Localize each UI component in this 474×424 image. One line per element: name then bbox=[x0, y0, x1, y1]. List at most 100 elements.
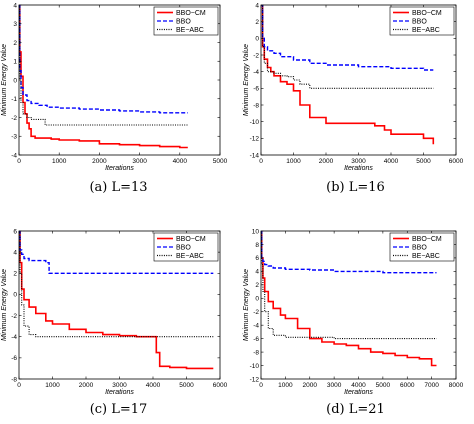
legend-entry: BBO−CM bbox=[176, 236, 206, 243]
y-tick-label: -6 bbox=[11, 355, 17, 362]
y-tick-label: 0 bbox=[13, 77, 17, 84]
x-axis-label: Iterations bbox=[344, 389, 373, 396]
caption-b: (b) L=16 bbox=[326, 180, 385, 195]
y-tick-label: -8 bbox=[253, 102, 259, 109]
caption-a: (a) L=13 bbox=[89, 180, 148, 195]
y-tick-label: 2 bbox=[13, 40, 17, 47]
legend-entry: BBO bbox=[412, 244, 427, 251]
y-tick-label: 3 bbox=[13, 21, 17, 28]
x-axis-label: Iterations bbox=[105, 389, 134, 396]
y-tick-label: -3 bbox=[11, 134, 17, 141]
y-tick-label: -8 bbox=[11, 376, 17, 383]
legend-entry: BBO−CM bbox=[412, 236, 442, 243]
x-tick-label: 1000 bbox=[52, 158, 67, 165]
legend-entry: BE−ABC bbox=[412, 253, 440, 260]
y-tick-label: 4 bbox=[255, 2, 259, 9]
y-tick-label: -1 bbox=[11, 96, 17, 103]
chart-panel-d: 0 1000 2000 3000 4000 5000 6000 7000 8000 -12 -10 -… bbox=[243, 228, 464, 396]
y-tick-label: -4 bbox=[11, 152, 17, 159]
legend-entry: BBO bbox=[176, 18, 191, 25]
x-tick-label: 0 bbox=[259, 158, 263, 165]
x-tick-label: 1000 bbox=[278, 382, 293, 389]
series-line-d-2 bbox=[261, 231, 437, 340]
x-tick-label: 7000 bbox=[424, 382, 439, 389]
x-tick-label: 1000 bbox=[45, 382, 60, 389]
x-axis-label: Iterations bbox=[105, 165, 134, 172]
x-tick-label: 6000 bbox=[213, 382, 228, 389]
x-tick-label: 4000 bbox=[384, 158, 399, 165]
chart-panel-b: 0 1000 2000 3000 4000 5000 6000 -14 -12 -10 -8 -6 -4… bbox=[243, 2, 464, 172]
y-tick-label: 6 bbox=[13, 228, 17, 235]
y-tick-label: 4 bbox=[255, 269, 259, 276]
series-line-b-2 bbox=[261, 5, 434, 89]
y-tick-label: -2 bbox=[253, 52, 259, 59]
y-tick-label: 4 bbox=[13, 2, 17, 9]
y-tick-label: 0 bbox=[13, 292, 17, 299]
y-tick-label: -6 bbox=[253, 86, 259, 93]
x-tick-label: 3000 bbox=[351, 158, 366, 165]
x-tick-label: 3000 bbox=[112, 382, 127, 389]
y-tick-label: -4 bbox=[11, 334, 17, 341]
legend-entry: BE−ABC bbox=[176, 27, 204, 34]
caption-d: (d) L=21 bbox=[326, 402, 385, 417]
x-tick-label: 6000 bbox=[449, 158, 464, 165]
y-tick-label: -6 bbox=[253, 336, 259, 343]
series-group bbox=[19, 5, 188, 149]
legend-entry: BBO−CM bbox=[412, 10, 442, 17]
y-tick-label: 0 bbox=[255, 36, 259, 43]
y-tick-label: -4 bbox=[253, 322, 259, 329]
y-tick-label: 4 bbox=[13, 249, 17, 256]
y-tick-label: -2 bbox=[253, 309, 259, 316]
legend-entry: BBO bbox=[176, 244, 191, 251]
series-group bbox=[261, 5, 435, 145]
y-tick-label: 10 bbox=[252, 228, 260, 235]
x-tick-label: 3000 bbox=[327, 382, 342, 389]
x-tick-label: 5000 bbox=[213, 158, 228, 165]
x-tick-label: 2000 bbox=[303, 382, 318, 389]
y-axis-label: Minimum Energy Value bbox=[243, 44, 250, 116]
y-tick-label: -2 bbox=[11, 313, 17, 320]
series-line-d-1 bbox=[261, 231, 437, 274]
x-tick-label: 5000 bbox=[376, 382, 391, 389]
y-tick-label: 6 bbox=[255, 255, 259, 262]
y-axis-label: Minimum Energy Value bbox=[243, 269, 250, 341]
y-tick-label: -10 bbox=[250, 363, 260, 370]
x-tick-label: 1000 bbox=[286, 158, 301, 165]
x-tick-label: 8000 bbox=[449, 382, 464, 389]
legend-entry: BBO−CM bbox=[176, 10, 206, 17]
y-axis-label: Minimum Energy Value bbox=[1, 269, 8, 341]
x-tick-label: 4000 bbox=[351, 382, 366, 389]
y-tick-label: -12 bbox=[250, 136, 260, 143]
legend-entry: BE−ABC bbox=[412, 27, 440, 34]
series-line-c-0 bbox=[19, 231, 214, 370]
x-tick-label: 3000 bbox=[132, 158, 147, 165]
series-group bbox=[261, 231, 437, 367]
y-tick-label: 2 bbox=[255, 282, 259, 289]
y-tick-label: 2 bbox=[255, 19, 259, 26]
x-tick-label: 0 bbox=[17, 158, 21, 165]
y-tick-label: -4 bbox=[253, 69, 259, 76]
series-line-a-2 bbox=[19, 5, 188, 126]
y-tick-label: 8 bbox=[255, 242, 259, 249]
legend-entry: BBO bbox=[412, 18, 427, 25]
chart-panel-c: 0 1000 2000 3000 4000 5000 6000 -8 -6 -4 -2 0 2 4 6 Ite… bbox=[1, 228, 228, 396]
caption-c: (c) L=17 bbox=[89, 402, 148, 417]
legend-entry: BE−ABC bbox=[176, 253, 204, 260]
x-tick-label: 0 bbox=[17, 382, 21, 389]
y-tick-label: -8 bbox=[253, 349, 259, 356]
y-tick-label: -2 bbox=[11, 115, 17, 122]
x-tick-label: 5000 bbox=[179, 382, 194, 389]
x-tick-label: 4000 bbox=[146, 382, 161, 389]
x-axis-label: Iterations bbox=[344, 165, 373, 172]
y-tick-label: -12 bbox=[250, 376, 260, 383]
y-tick-label: 0 bbox=[255, 296, 259, 303]
series-line-b-1 bbox=[261, 5, 434, 71]
x-tick-label: 2000 bbox=[79, 382, 94, 389]
chart-panel-a: 0 1000 2000 3000 4000 5000 -4 -3 -2 -1 0 1 2 3 4 Iterat… bbox=[1, 2, 228, 172]
series-line-d-0 bbox=[261, 231, 437, 367]
x-tick-label: 2000 bbox=[92, 158, 107, 165]
